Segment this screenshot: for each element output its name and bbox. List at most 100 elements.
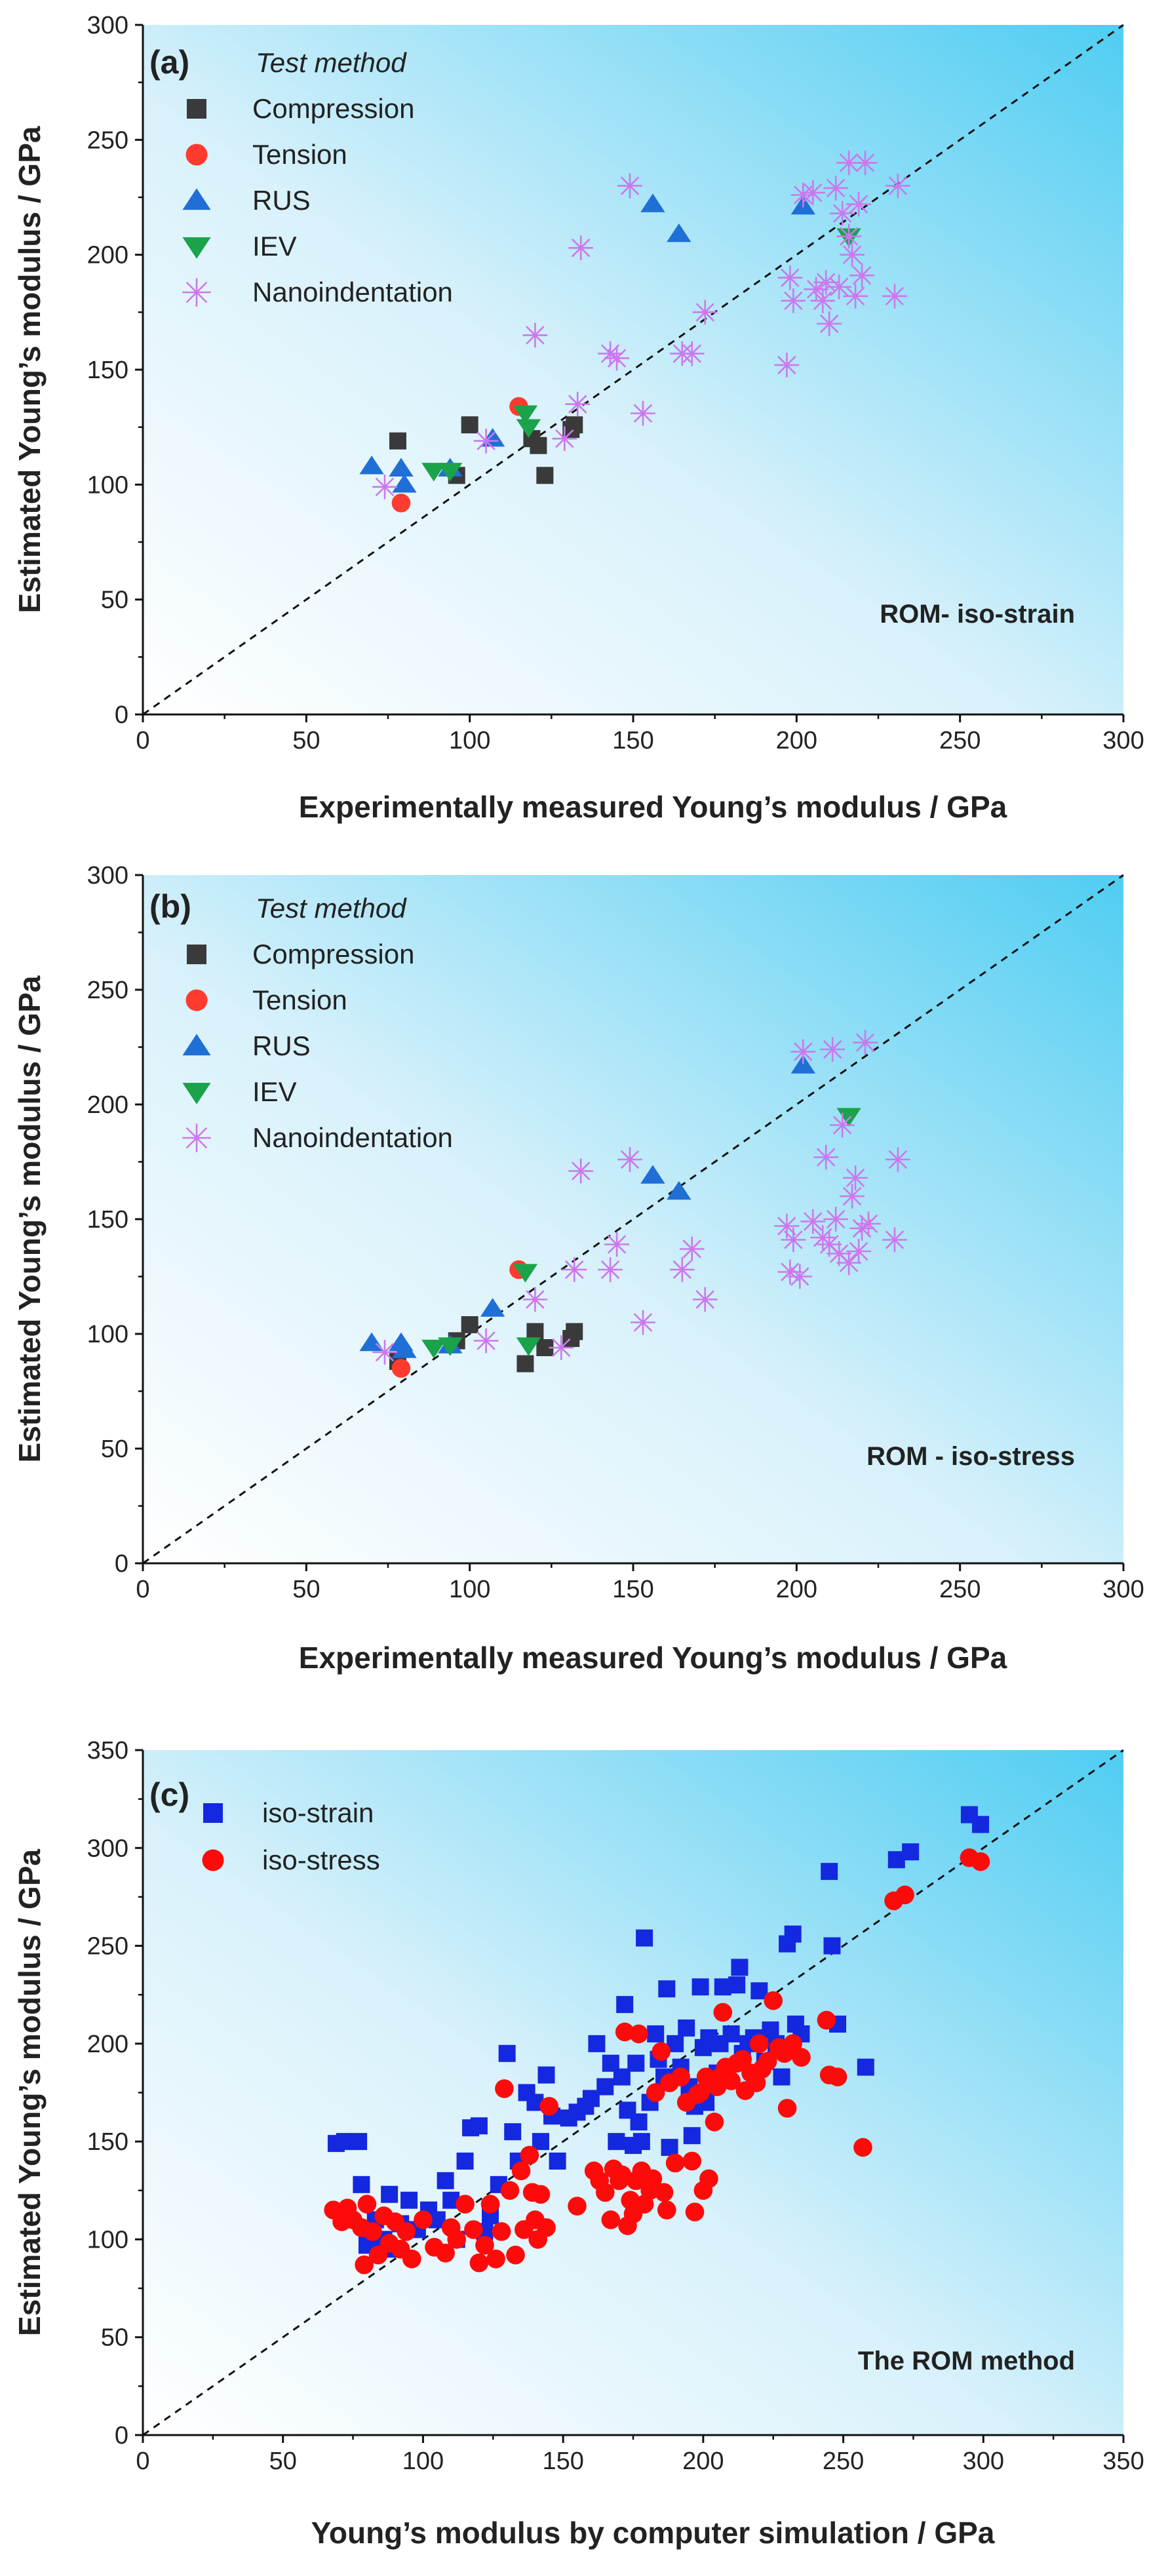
data-point (601, 2210, 621, 2229)
data-point (777, 2099, 797, 2118)
y-tick-label: 50 (101, 2324, 128, 2352)
legend-title: Test method (256, 893, 407, 924)
data-point (671, 2067, 690, 2086)
method-annotation: The ROM method (858, 2347, 1075, 2375)
data-point (588, 2035, 606, 2052)
data-point (849, 263, 874, 288)
x-tick-label: 100 (449, 1576, 490, 1603)
data-point (359, 456, 384, 475)
data-point (750, 2034, 769, 2054)
data-point (372, 1340, 397, 1365)
data-point (397, 2222, 416, 2241)
data-point (731, 1959, 749, 1976)
data-point (640, 193, 665, 212)
data-point (473, 1328, 499, 1354)
data-point (616, 1996, 634, 2014)
data-point (504, 2123, 522, 2141)
data-point (353, 2176, 370, 2193)
y-tick-label: 200 (87, 242, 128, 269)
panel-label: (c) (149, 1776, 189, 1813)
legend-marker (182, 1082, 211, 1104)
y-tick-label: 300 (87, 1835, 128, 1862)
data-point (843, 283, 868, 309)
data-point (604, 1232, 629, 1257)
data-point (823, 1207, 849, 1232)
legend-label: Tension (252, 139, 347, 170)
data-point (456, 2153, 474, 2170)
legend-label: IEV (252, 231, 297, 262)
data-point (389, 432, 406, 450)
y-tick-label: 350 (87, 1737, 128, 1765)
data-point (800, 180, 826, 205)
y-tick-label: 100 (87, 1321, 128, 1348)
legend-marker (182, 1123, 211, 1152)
data-point (363, 2222, 382, 2241)
data-point (566, 1323, 583, 1340)
legend-label: Nanoindentation (252, 277, 453, 307)
data-point (783, 2034, 802, 2054)
data-point (823, 1937, 841, 1955)
data-point (381, 2185, 399, 2203)
data-point (513, 405, 538, 424)
series-nanoindentation (372, 1030, 910, 1365)
data-point (856, 1211, 881, 1236)
data-point (971, 1852, 990, 1871)
data-point (537, 2218, 556, 2237)
series-rus (359, 193, 815, 493)
series-nanoindentation (372, 150, 910, 499)
data-point (475, 2236, 494, 2255)
y-tick-label: 300 (87, 12, 128, 39)
data-point (667, 1181, 691, 1200)
y-tick-label: 200 (87, 2031, 128, 2058)
data-point (436, 2244, 455, 2263)
x-tick-label: 200 (776, 1576, 817, 1603)
y-axis-title: Estimated Young’s modulus / GPa (12, 975, 47, 1462)
y-tick-label: 200 (87, 1091, 128, 1119)
y-tick-label: 300 (87, 862, 128, 889)
legend-marker (187, 99, 206, 119)
data-point (549, 2153, 566, 2170)
data-point (836, 1108, 861, 1127)
data-point (665, 2153, 685, 2173)
data-point (678, 2019, 695, 2037)
data-point (522, 1287, 548, 1312)
x-axis-title: Experimentally measured Young’s modulus … (299, 1641, 1007, 1675)
data-point (669, 1257, 695, 1282)
y-tick-label: 0 (115, 701, 128, 729)
data-point (391, 1359, 411, 1378)
data-point (733, 2050, 752, 2069)
data-point (522, 322, 548, 348)
data-point (657, 2200, 676, 2219)
data-point (402, 2249, 421, 2269)
data-point (598, 341, 623, 366)
legend-marker (187, 945, 206, 964)
data-point (840, 242, 865, 267)
data-point (846, 1239, 871, 1264)
data-point (516, 419, 541, 438)
data-point (722, 2071, 741, 2090)
data-point (492, 2222, 511, 2241)
data-point (596, 2078, 614, 2096)
data-point (823, 176, 849, 201)
data-point (830, 1112, 855, 1138)
data-point (699, 2169, 718, 2189)
data-point (972, 1816, 990, 1833)
x-tick-label: 200 (682, 2448, 724, 2475)
x-tick-label: 250 (939, 1576, 981, 1603)
data-point (526, 1323, 544, 1340)
data-point (566, 416, 583, 434)
data-point (758, 2052, 777, 2071)
data-point (857, 2058, 874, 2076)
x-tick-label: 0 (136, 727, 149, 754)
data-point (886, 1147, 910, 1172)
data-point (810, 288, 836, 313)
data-point (853, 1030, 878, 1055)
data-point (813, 1144, 839, 1170)
x-tick-label: 300 (1102, 1576, 1144, 1603)
data-point (495, 2079, 514, 2098)
data-point (469, 2253, 489, 2273)
x-tick-label: 50 (269, 2448, 297, 2475)
data-point (617, 1147, 642, 1172)
data-point (636, 1929, 653, 1947)
